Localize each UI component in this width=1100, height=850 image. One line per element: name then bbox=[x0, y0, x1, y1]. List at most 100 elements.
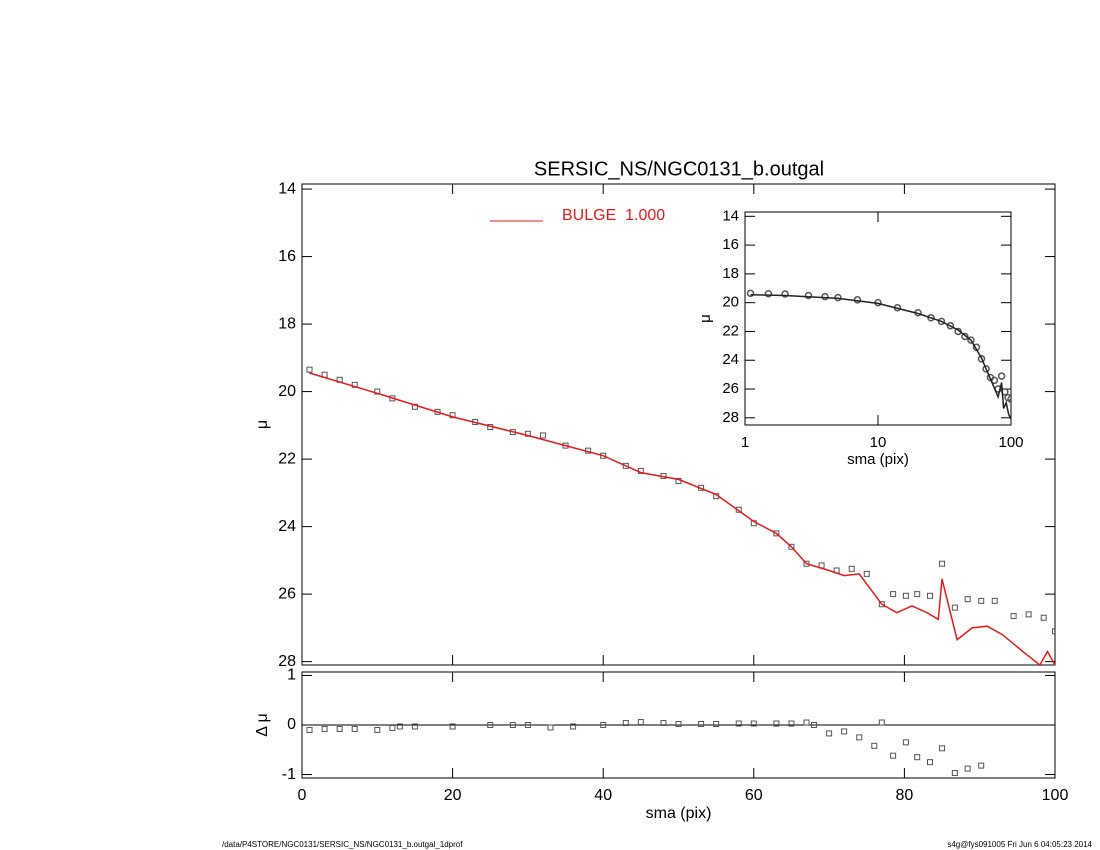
data-point bbox=[967, 336, 975, 344]
series bbox=[750, 294, 1011, 420]
y-tick-label: 18 bbox=[722, 265, 739, 282]
data-point bbox=[539, 432, 546, 439]
data-point bbox=[927, 759, 934, 766]
data-point bbox=[622, 462, 629, 469]
data-point bbox=[890, 591, 897, 598]
data-point bbox=[914, 754, 921, 761]
footer-right: s4g@fys091005 Fri Jun 6 04:05:23 2014 bbox=[947, 840, 1092, 849]
x-axis-label: sma (pix) bbox=[847, 451, 909, 468]
data-point bbox=[878, 601, 885, 608]
model-line bbox=[309, 372, 1055, 665]
data-point bbox=[939, 560, 946, 567]
data-point bbox=[637, 719, 644, 726]
model-line bbox=[750, 294, 1011, 420]
y-axis-label: μ bbox=[697, 314, 714, 323]
data-point bbox=[622, 720, 629, 727]
data-point bbox=[991, 597, 998, 604]
data-point bbox=[449, 723, 456, 730]
y-tick-label: 14 bbox=[722, 207, 739, 224]
data-point bbox=[675, 721, 682, 728]
data-point bbox=[821, 292, 829, 301]
x-tick-label: 40 bbox=[594, 787, 612, 804]
data-point bbox=[764, 289, 773, 298]
data-point bbox=[871, 742, 878, 749]
data-point bbox=[848, 565, 855, 572]
data-point bbox=[841, 728, 848, 735]
chart-title: SERSIC_NS/NGC0131_b.outgal bbox=[534, 158, 824, 180]
series bbox=[309, 372, 1055, 665]
data-point bbox=[449, 412, 456, 419]
plot-frame bbox=[301, 183, 1056, 666]
x-tick-label: 10 bbox=[870, 434, 887, 451]
data-point bbox=[811, 722, 818, 728]
data-point bbox=[660, 720, 667, 727]
data-point bbox=[570, 723, 577, 730]
data-point bbox=[964, 765, 971, 772]
data-point bbox=[856, 734, 863, 741]
x-tick-label: 1 bbox=[741, 434, 749, 451]
data-point bbox=[853, 296, 862, 304]
data-point bbox=[964, 596, 971, 603]
data-point bbox=[788, 720, 795, 727]
data-point bbox=[524, 430, 531, 437]
data-point bbox=[374, 388, 381, 395]
data-point bbox=[547, 724, 554, 731]
y-tick-label: 26 bbox=[278, 585, 296, 602]
data-point bbox=[374, 726, 381, 733]
y-tick-label: 0 bbox=[287, 716, 296, 733]
data-point bbox=[863, 570, 870, 577]
data-point bbox=[698, 721, 705, 728]
data-point bbox=[978, 597, 985, 604]
data-point bbox=[411, 403, 418, 410]
data-point bbox=[713, 721, 720, 728]
data-point bbox=[937, 317, 946, 326]
data-point bbox=[1025, 611, 1032, 618]
data-point bbox=[306, 726, 313, 733]
y-axis-label: Δ μ bbox=[254, 713, 271, 736]
legend-label: BULGE 1.000 bbox=[562, 207, 665, 224]
series bbox=[306, 719, 985, 777]
data-point bbox=[939, 745, 946, 752]
data-point bbox=[781, 290, 789, 298]
x-tick-label: 80 bbox=[896, 787, 914, 804]
data-point bbox=[982, 365, 990, 373]
data-point bbox=[1010, 613, 1017, 620]
data-point bbox=[1007, 395, 1011, 403]
y-tick-label: 20 bbox=[722, 294, 739, 311]
data-point bbox=[946, 321, 955, 330]
x-tick-label: 0 bbox=[298, 787, 307, 804]
data-point bbox=[951, 770, 958, 777]
data-point bbox=[890, 752, 897, 759]
data-point bbox=[878, 719, 885, 726]
data-point bbox=[351, 725, 358, 732]
data-point bbox=[773, 530, 780, 537]
y-tick-label: 28 bbox=[722, 409, 739, 426]
data-point bbox=[997, 372, 1006, 380]
x-tick-label: 60 bbox=[745, 787, 763, 804]
data-point bbox=[396, 723, 403, 730]
data-point bbox=[951, 604, 958, 611]
y-tick-label: 26 bbox=[722, 380, 739, 397]
data-point bbox=[927, 592, 934, 599]
y-tick-label: 14 bbox=[278, 180, 296, 197]
x-axis-label: sma (pix) bbox=[646, 805, 712, 822]
data-point bbox=[746, 289, 755, 298]
data-point bbox=[773, 720, 780, 727]
y-tick-label: 24 bbox=[278, 518, 296, 535]
y-tick-label: 1 bbox=[287, 667, 296, 684]
y-tick-label: 22 bbox=[722, 322, 739, 339]
data-point bbox=[524, 722, 531, 728]
data-point bbox=[902, 739, 909, 746]
data-point bbox=[1040, 614, 1047, 621]
y-tick-label: 28 bbox=[278, 653, 296, 670]
data-point bbox=[509, 722, 516, 728]
data-point bbox=[914, 591, 921, 598]
data-point bbox=[978, 762, 985, 769]
plot-frame bbox=[744, 211, 1012, 426]
data-point bbox=[902, 592, 909, 599]
data-point bbox=[306, 366, 313, 373]
y-tick-label: 20 bbox=[278, 383, 296, 400]
y-tick-label: 16 bbox=[722, 236, 739, 253]
data-point bbox=[321, 725, 328, 732]
